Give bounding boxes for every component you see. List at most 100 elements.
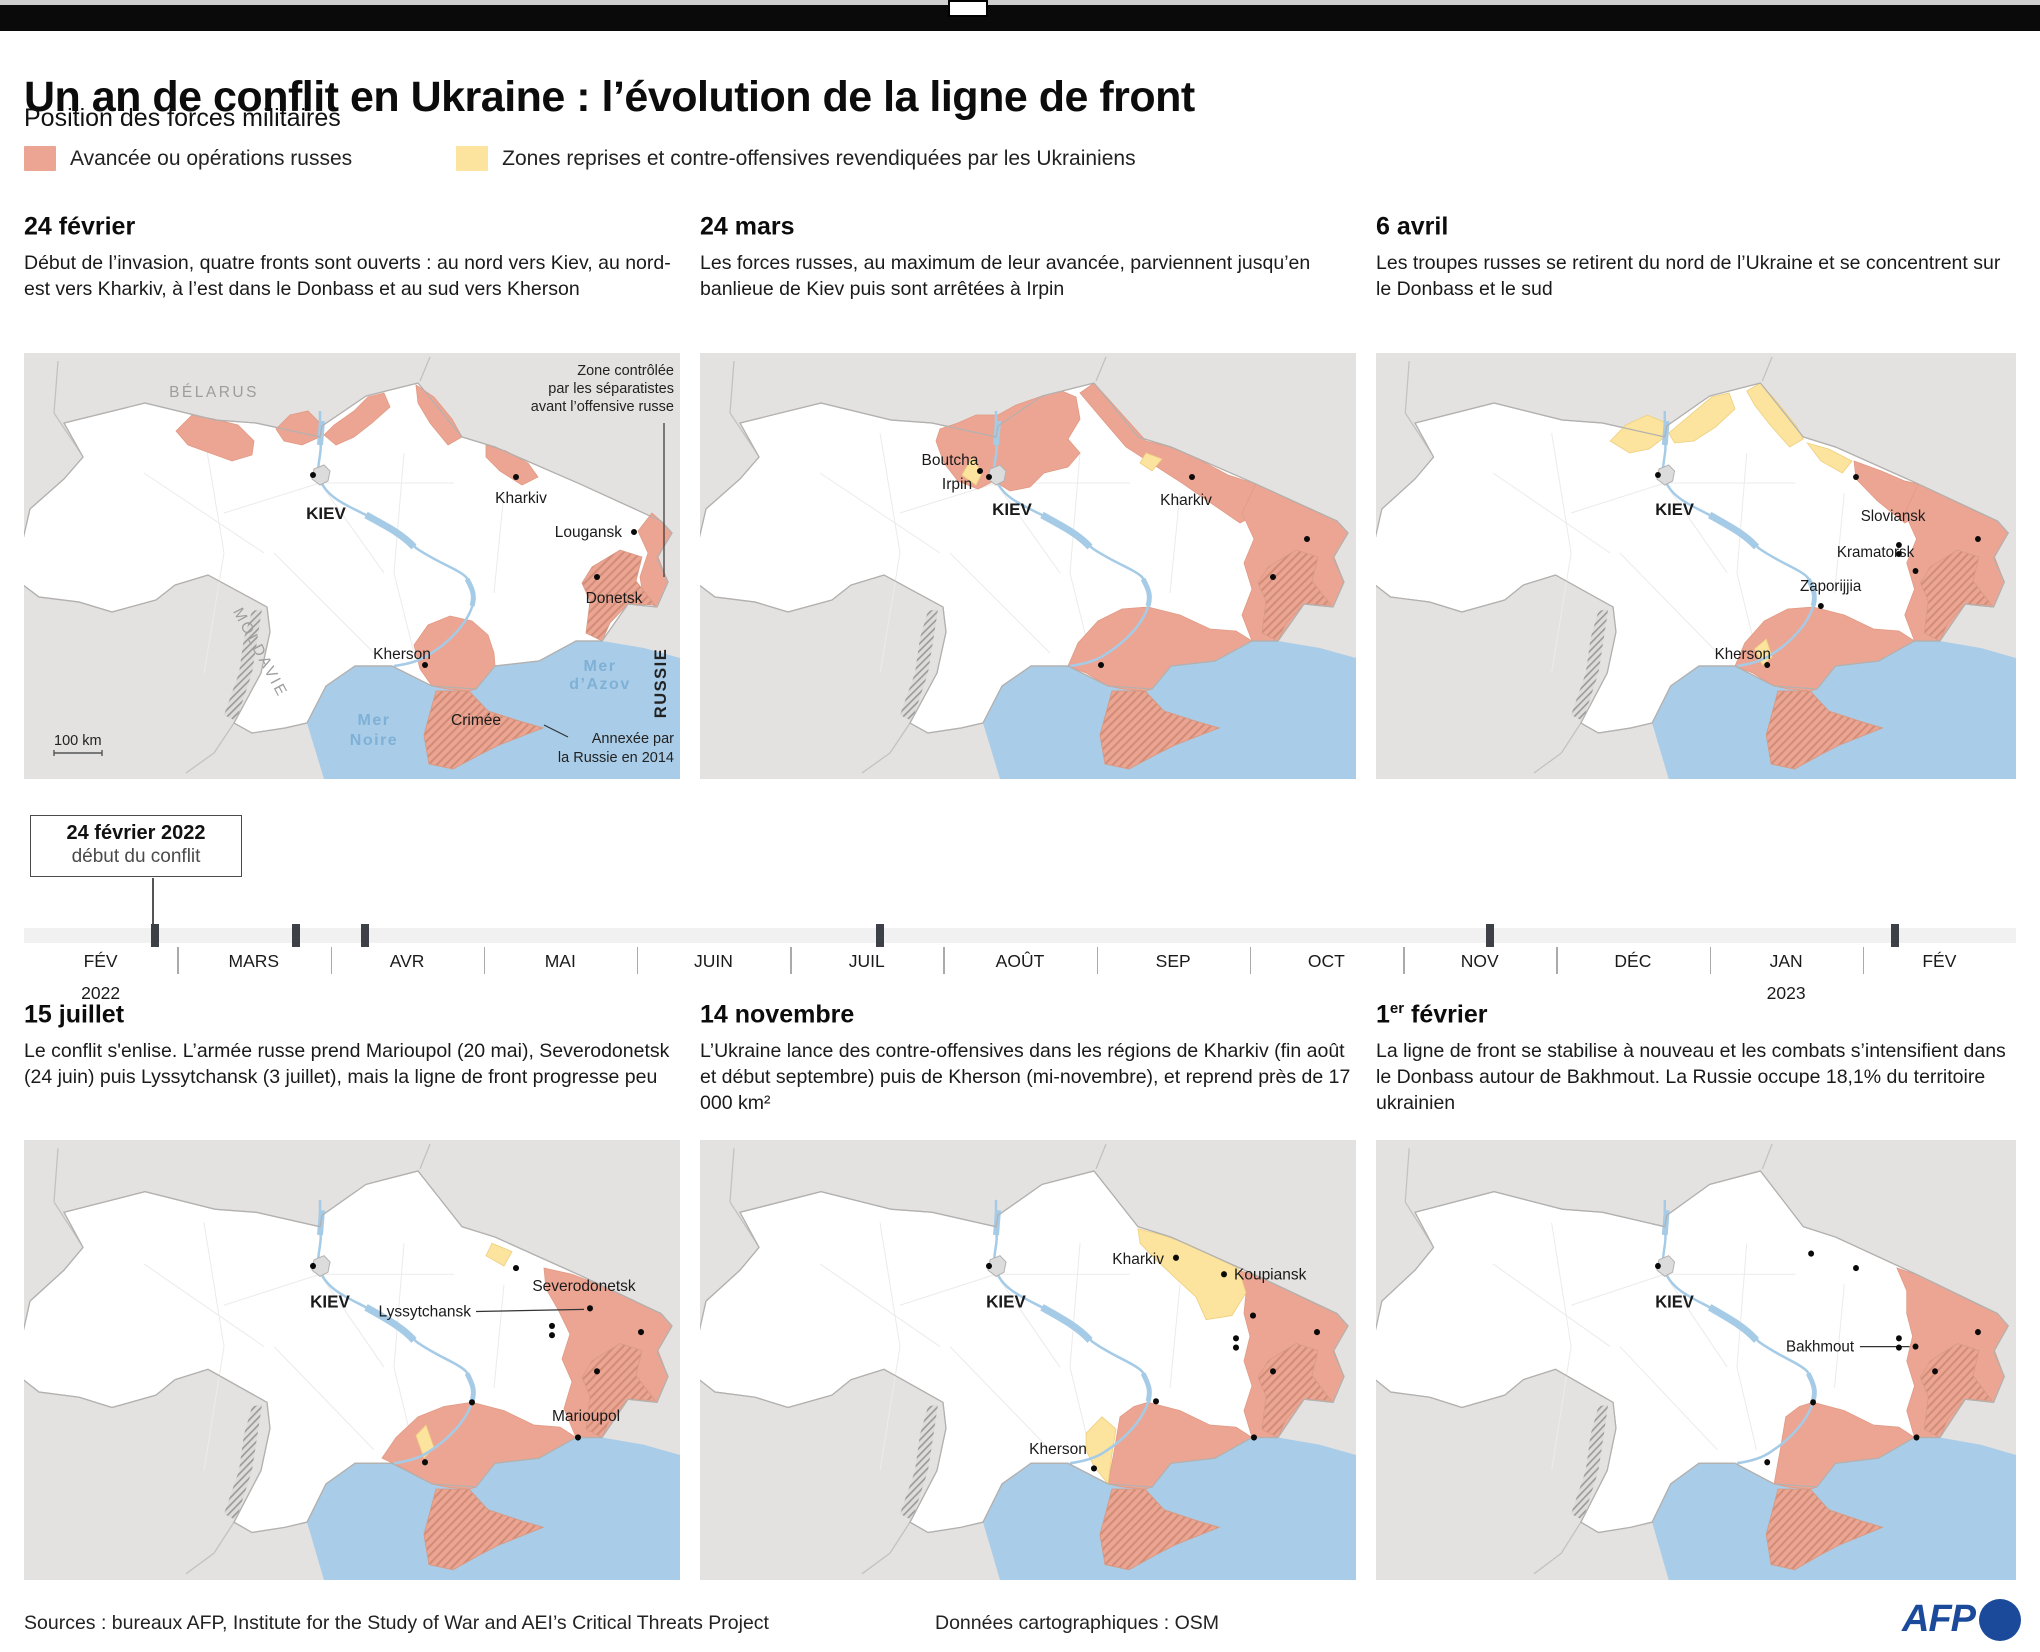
timeline-month-label: OCT: [1307, 951, 1345, 971]
timeline-month-label: FÉV: [83, 951, 118, 971]
map-label: Zaporijjia: [1800, 578, 1862, 595]
panel-1er-fevrier: 1er février La ligne de front se stabili…: [1376, 1000, 2016, 1116]
map-label: Kramatorsk: [1837, 544, 1915, 561]
map-label: Kherson: [373, 646, 431, 663]
map-label: Koupiansk: [1234, 1266, 1306, 1283]
panel-description: Les troupes russes se retirent du nord d…: [1376, 252, 2001, 301]
map-annotation: Annexée par: [592, 731, 674, 747]
panel-date: 15 juillet: [24, 1000, 125, 1029]
map-label: KIEV: [1655, 500, 1694, 519]
map-annotation: par les séparatistes: [548, 381, 674, 397]
map-label: BÉLARUS: [169, 384, 259, 401]
panel-description: Les forces russes, au maximum de leur av…: [700, 252, 1311, 301]
map-24-mars-svg: Boutcha Irpin KIEV Kharkiv: [700, 353, 1356, 779]
timeline-band: [24, 928, 2016, 943]
panel-date: 24 mars: [700, 212, 795, 241]
map-label: Kherson: [1715, 646, 1771, 663]
map-label: Severodonetsk: [532, 1278, 635, 1295]
scale-bar: [53, 750, 103, 756]
panel-14-novembre: 14 novembre L’Ukraine lance des contre-o…: [700, 1000, 1356, 1116]
timeline-year-label: 2023: [1766, 983, 1806, 1003]
timeline-month-separator: [483, 947, 486, 974]
timeline-event-tick: [1486, 924, 1494, 947]
timeline-month-separator: [1709, 947, 1711, 974]
timeline-callout-caption: début du conflit: [71, 846, 201, 867]
afp-logo-text: AFP: [1902, 1598, 1976, 1640]
map-24-fevrier-svg: BÉLARUS KIEV Kharkiv Lougansk Donetsk Kherson…: [24, 353, 680, 779]
afp-logo-circle: [1979, 1598, 2021, 1641]
panel-description: La ligne de front se stabilise à nouveau…: [1376, 1040, 2006, 1115]
afp-logo: AFP: [1902, 1598, 2021, 1641]
legend-label: Avancée ou opérations russes: [70, 146, 353, 170]
timeline-month-label: NOV: [1460, 951, 1499, 971]
timeline-month-separator: [790, 947, 792, 974]
top-bar-marker: [948, 0, 988, 17]
timeline-event-tick: [151, 924, 159, 947]
map-14-novembre: KIEV Kharkiv Koupiansk Kherson: [700, 1140, 1356, 1580]
map-annotation: 100 km: [54, 733, 102, 749]
map-1er-fevrier-svg: KIEV Bakhmout: [1376, 1140, 2016, 1580]
timeline-month-separator: [943, 947, 945, 974]
map-label: Kharkiv: [495, 490, 547, 507]
legend-item-russian-advance: Avancée ou opérations russes: [24, 146, 352, 171]
timeline-event-tick: [876, 924, 884, 947]
panel-description: Le conflit s'enlise. L’armée russe prend…: [24, 1040, 670, 1089]
map-annotation: avant l’offensive russe: [531, 399, 674, 415]
page-title: Un an de conflit en Ukraine : l’évolutio…: [24, 72, 1195, 121]
timeline-month-label: SEP: [1155, 951, 1191, 971]
legend-label: Zones reprises et contre-offensives reve…: [502, 146, 1136, 170]
legend-swatch-salmon: [24, 146, 56, 171]
map-6-avril: KIEV Sloviansk Kramatorsk Zaporijjia Kherson: [1376, 353, 2016, 779]
map-label: d’Azov: [569, 676, 630, 693]
map-label: Donetsk: [586, 590, 643, 607]
panel-description: Début de l’invasion, quatre fronts sont …: [24, 252, 671, 301]
map-label: Bakhmout: [1786, 1338, 1855, 1355]
timeline-month-label: JUIN: [694, 951, 733, 971]
timeline-callout-pointer: [152, 878, 154, 930]
map-24-mars: Boutcha Irpin KIEV Kharkiv: [700, 353, 1356, 779]
map-label: Mer: [584, 658, 617, 675]
timeline-callout-date: 24 février 2022: [66, 822, 206, 844]
map-label: Kharkiv: [1160, 492, 1212, 509]
timeline-month-separator: [1403, 947, 1405, 974]
timeline-month-label: JAN: [1769, 951, 1803, 971]
map-14-novembre-svg: KIEV Kharkiv Koupiansk Kherson: [700, 1140, 1356, 1580]
map-label: Sloviansk: [1861, 508, 1926, 525]
timeline-month-label: AOÛT: [995, 951, 1045, 971]
map-label: Crimée: [451, 712, 501, 729]
timeline-month-label: MARS: [228, 951, 280, 971]
map-label: RUSSIE: [652, 648, 670, 718]
map-label: Marioupol: [552, 1408, 620, 1425]
footer-map-data: Données cartographiques : OSM: [935, 1612, 1219, 1634]
map-15-juillet-svg: KIEV Severodonetsk Lyssytchansk Marioupol: [24, 1140, 680, 1580]
panel-24-fevrier: 24 février Début de l’invasion, quatre f…: [24, 212, 680, 302]
map-label: Noire: [350, 732, 398, 749]
timeline-month-label: DÉC: [1614, 951, 1652, 971]
map-6-avril-svg: KIEV Sloviansk Kramatorsk Zaporijjia Kherson: [1376, 353, 2016, 779]
timeline-month-separator: [636, 947, 639, 974]
panel-description: L’Ukraine lance des contre-offensives da…: [700, 1040, 1351, 1115]
map-label: Boutcha: [922, 452, 979, 469]
timeline-month-separator: [1096, 947, 1099, 974]
panel-date: 24 février: [24, 212, 136, 241]
map-24-fevrier: BÉLARUS KIEV Kharkiv Lougansk Donetsk Kherson…: [24, 353, 680, 779]
timeline-year-label: 2022: [81, 983, 121, 1003]
legend: Avancée ou opérations russes Zones repri…: [24, 146, 1136, 171]
map-label: KIEV: [986, 1291, 1026, 1311]
top-hairline: [0, 0, 2040, 5]
map-label: Kharkiv: [1112, 1251, 1164, 1268]
map-15-juillet: KIEV Severodonetsk Lyssytchansk Marioupol: [24, 1140, 680, 1580]
panel-24-mars: 24 mars Les forces russes, au maximum de…: [700, 212, 1356, 302]
map-label: KIEV: [992, 500, 1032, 519]
map-label: Lougansk: [555, 524, 622, 541]
legend-swatch-yellow: [456, 146, 489, 171]
timeline-month-separator: [330, 947, 332, 974]
map-annotation: Zone contrôlée: [577, 363, 674, 379]
timeline-month-label: MAI: [544, 951, 576, 971]
legend-item-ukrainian-counteroffensive: Zones reprises et contre-offensives reve…: [456, 146, 1136, 171]
timeline-month-label: FÉV: [1922, 951, 1957, 971]
panel-6-avril: 6 avril Les troupes russes se retirent d…: [1376, 212, 2016, 302]
page-subtitle: Position des forces militaires: [24, 104, 341, 132]
panel-15-juillet: 15 juillet Le conflit s'enlise. L’armée …: [24, 1000, 680, 1090]
